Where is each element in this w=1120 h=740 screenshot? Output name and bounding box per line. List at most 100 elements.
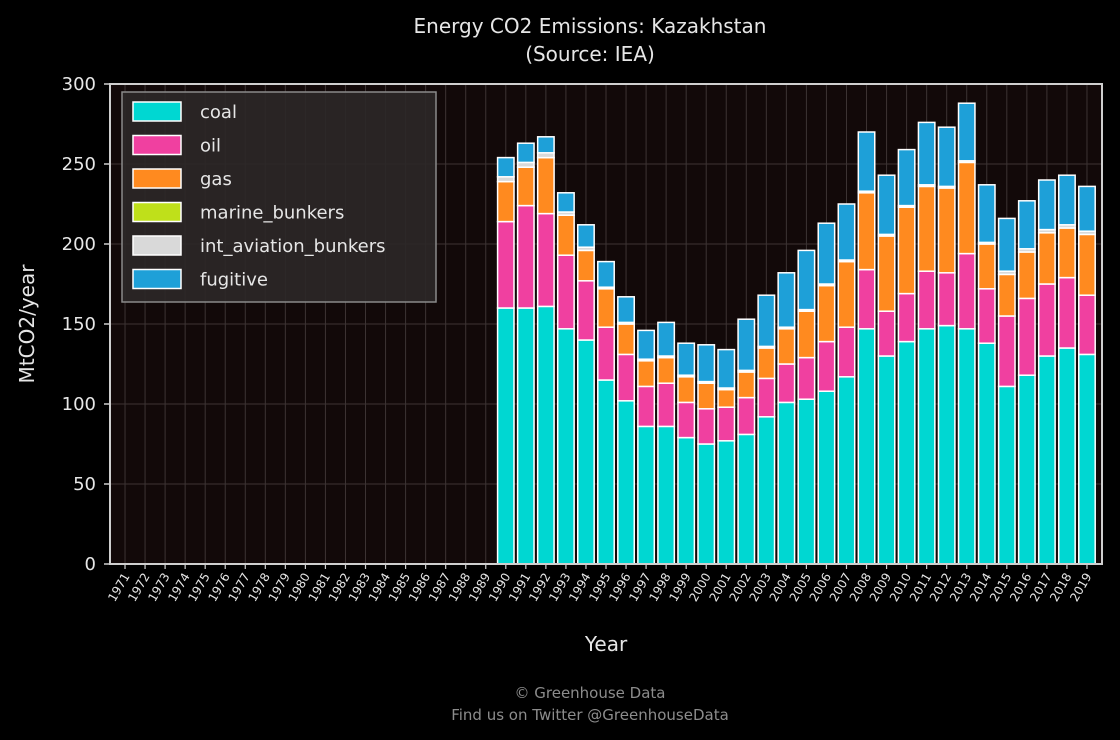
- bar-fugitive-1999: [677, 342, 696, 376]
- bar-coal-2007: [837, 376, 856, 565]
- bar-oil-1992: [536, 212, 555, 308]
- bar-gas-1995: [597, 288, 615, 328]
- bar-oil-1997: [637, 385, 656, 428]
- y-tick-label: 200: [62, 234, 96, 255]
- bar-oil-2009: [877, 310, 896, 357]
- legend-label-coal: coal: [200, 102, 237, 123]
- legend-swatch-coal: [132, 101, 182, 122]
- bar-oil-2005: [797, 356, 816, 400]
- bar-oil-2013: [957, 252, 976, 330]
- bar-gas-1999: [677, 376, 696, 404]
- bar-fugitive-2013: [957, 102, 976, 162]
- bar-coal-1996: [617, 400, 636, 565]
- bar-fugitive-2006: [817, 222, 836, 285]
- y-tick-label: 100: [62, 394, 96, 415]
- bar-gas-2007: [837, 260, 856, 328]
- bar-fugitive-1997: [637, 329, 656, 360]
- bar-oil-2014: [977, 288, 996, 344]
- bar-gas-2017: [1037, 232, 1056, 285]
- bar-coal-1994: [576, 339, 595, 565]
- bars: [496, 102, 1096, 565]
- bar-coal-2005: [797, 398, 816, 565]
- bar-oil-2017: [1037, 283, 1056, 357]
- bar-fugitive-2015: [997, 217, 1016, 272]
- bar-fugitive-1990: [496, 156, 515, 178]
- legend-label-int_aviation_bunkers: int_aviation_bunkers: [200, 236, 386, 257]
- bar-oil-2000: [697, 408, 716, 445]
- bar-oil-2010: [897, 292, 916, 343]
- bar-oil-2004: [777, 363, 796, 404]
- bar-coal-1992: [536, 305, 555, 565]
- bar-gas-2008: [857, 192, 876, 271]
- bar-coal-1995: [597, 379, 615, 565]
- bar-oil-2008: [857, 268, 876, 330]
- y-tick-label: 250: [62, 154, 96, 175]
- bar-gas-1993: [556, 214, 575, 256]
- bar-coal-2008: [857, 328, 876, 565]
- bar-gas-2010: [897, 206, 916, 295]
- bar-fugitive-2009: [877, 174, 896, 236]
- footer-twitter: Find us on Twitter @GreenhouseData: [451, 706, 729, 724]
- bar-fugitive-2017: [1037, 179, 1056, 231]
- bar-coal-1999: [677, 436, 696, 565]
- legend-label-gas: gas: [200, 169, 232, 190]
- y-axis-label: MtCO2/year: [15, 264, 39, 384]
- y-tick-label: 300: [62, 74, 96, 95]
- bar-fugitive-2000: [697, 344, 716, 383]
- bar-coal-2011: [917, 328, 936, 565]
- bar-coal-1997: [637, 425, 656, 565]
- legend-swatch-gas: [132, 168, 182, 189]
- bar-gas-1992: [536, 156, 555, 215]
- bar-coal-1993: [556, 328, 575, 565]
- x-axis-label: Year: [584, 632, 628, 656]
- bar-gas-2003: [757, 347, 776, 380]
- bar-fugitive-2016: [1017, 200, 1036, 250]
- bar-oil-2011: [917, 270, 936, 330]
- bar-coal-2016: [1017, 374, 1036, 565]
- chart-title: Energy CO2 Emissions: Kazakhstan: [414, 14, 767, 38]
- bar-gas-2002: [737, 371, 756, 399]
- bar-fugitive-2008: [857, 131, 876, 192]
- y-axis-ticks: 0 50 100 150 200 250 300: [62, 74, 110, 575]
- bar-oil-1996: [617, 353, 636, 402]
- bar-fugitive-2007: [837, 203, 856, 261]
- bar-oil-2016: [1017, 297, 1036, 376]
- bar-coal-2006: [817, 390, 836, 565]
- bar-fugitive-1991: [516, 142, 535, 164]
- legend: coal oil gas marine_bunkers int_aviation_bun…: [121, 91, 437, 303]
- y-tick-label: 50: [73, 474, 96, 495]
- bar-coal-2012: [937, 324, 956, 565]
- bar-oil-1991: [516, 204, 535, 309]
- bar-coal-2001: [717, 440, 736, 565]
- bar-fugitive-2019: [1078, 185, 1096, 232]
- bar-fugitive-2014: [977, 184, 996, 244]
- legend-swatch-fugitive: [132, 268, 182, 290]
- bar-coal-2010: [897, 340, 916, 565]
- bar-gas-1994: [576, 249, 595, 282]
- bar-fugitive-2010: [897, 148, 916, 207]
- bar-gas-2012: [937, 187, 956, 274]
- chart-subtitle: (Source: IEA): [525, 42, 655, 66]
- bar-oil-2019: [1078, 294, 1096, 356]
- bar-coal-1991: [516, 307, 535, 565]
- legend-label-fugitive: fugitive: [200, 270, 268, 291]
- bar-oil-2006: [817, 340, 836, 392]
- bar-oil-1998: [657, 382, 676, 428]
- bar-oil-2002: [737, 396, 756, 436]
- bar-fugitive-2018: [1057, 174, 1076, 226]
- bar-coal-2004: [777, 401, 796, 565]
- bar-oil-2018: [1057, 276, 1076, 349]
- bar-gas-2011: [917, 185, 936, 272]
- bar-gas-2006: [817, 284, 836, 343]
- bar-coal-2000: [697, 443, 716, 565]
- bar-coal-2019: [1078, 353, 1096, 565]
- bar-oil-1994: [576, 280, 595, 341]
- bar-gas-2019: [1078, 233, 1096, 296]
- bar-gas-2013: [957, 161, 976, 255]
- bar-coal-1990: [496, 307, 515, 565]
- bar-coal-2009: [877, 355, 896, 565]
- legend-swatch-int_aviation_bunkers: [132, 235, 182, 256]
- bar-gas-2005: [797, 310, 816, 359]
- bar-oil-1990: [496, 220, 515, 309]
